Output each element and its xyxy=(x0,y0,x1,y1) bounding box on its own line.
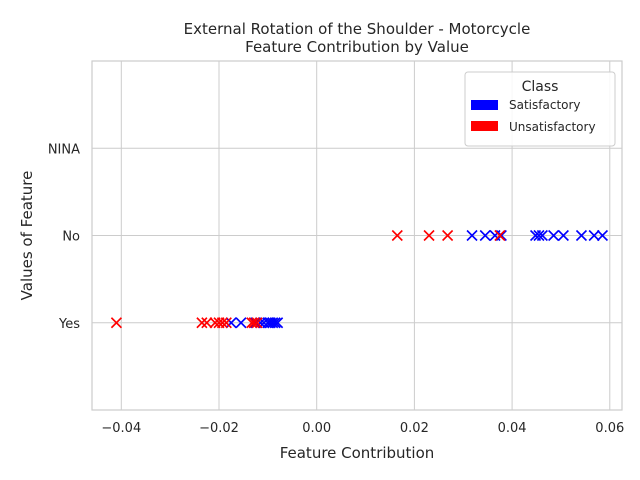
data-point-unsatisfactory xyxy=(220,317,232,329)
data-point-unsatisfactory xyxy=(216,317,228,329)
data-point-satisfactory xyxy=(548,229,560,242)
data-point-unsatisfactory xyxy=(423,229,435,242)
legend-label-satisfactory: Satisfactory xyxy=(509,98,581,112)
data-point-satisfactory xyxy=(466,229,478,242)
data-point-satisfactory xyxy=(533,229,545,242)
legend-label-unsatisfactory: Unsatisfactory xyxy=(509,120,596,134)
data-point-satisfactory xyxy=(250,317,262,329)
x-axis-label: Feature Contribution xyxy=(280,444,435,462)
y-tick-label: No xyxy=(62,230,80,245)
data-point-satisfactory xyxy=(267,317,279,329)
data-point-satisfactory xyxy=(235,317,247,329)
data-point-satisfactory xyxy=(225,317,237,329)
legend-box xyxy=(464,71,616,147)
data-point-unsatisfactory xyxy=(201,317,213,329)
data-point-satisfactory xyxy=(272,317,284,329)
y-axis-label: Values of Feature xyxy=(18,171,36,301)
x-tick-label: 0.02 xyxy=(400,421,429,436)
data-point-satisfactory xyxy=(596,229,609,242)
data-points xyxy=(110,229,609,329)
legend: Class Satisfactory Unsatisfactory xyxy=(464,71,616,147)
y-tick-label: Yes xyxy=(58,317,80,332)
data-point-unsatisfactory xyxy=(251,317,263,329)
data-point-unsatisfactory xyxy=(442,229,454,242)
data-point-satisfactory xyxy=(536,229,548,242)
y-tick-label: NINA xyxy=(48,142,80,157)
legend-title: Class xyxy=(522,79,559,95)
data-point-unsatisfactory xyxy=(196,317,208,329)
x-tick-labels: −0.04 −0.02 0.00 0.02 0.04 0.06 xyxy=(101,421,624,436)
y-tick-labels: Yes No NINA xyxy=(48,142,80,332)
data-point-unsatisfactory xyxy=(110,317,122,329)
x-tick-label: 0.00 xyxy=(302,421,331,436)
plot-frame xyxy=(91,60,623,411)
data-point-satisfactory xyxy=(557,229,569,242)
data-point-satisfactory xyxy=(269,317,281,329)
data-point-unsatisfactory xyxy=(494,229,506,242)
chart-title-line-2: Feature Contribution by Value xyxy=(245,38,469,56)
data-point-satisfactory xyxy=(495,229,507,242)
data-point-satisfactory xyxy=(588,229,600,242)
data-point-unsatisfactory xyxy=(248,317,260,329)
legend-swatch-unsatisfactory xyxy=(471,121,498,131)
data-point-unsatisfactory xyxy=(391,229,403,242)
data-point-unsatisfactory xyxy=(246,317,258,329)
x-tick-label: −0.04 xyxy=(101,421,141,436)
chart-title-line-1: External Rotation of the Shoulder - Moto… xyxy=(184,20,531,38)
x-tick-label: 0.04 xyxy=(498,421,527,436)
legend-swatch-satisfactory xyxy=(471,100,498,110)
x-tick-label: −0.02 xyxy=(199,421,239,436)
data-point-satisfactory xyxy=(575,229,588,242)
data-point-satisfactory xyxy=(479,229,491,242)
x-tick-label: 0.06 xyxy=(595,421,624,436)
